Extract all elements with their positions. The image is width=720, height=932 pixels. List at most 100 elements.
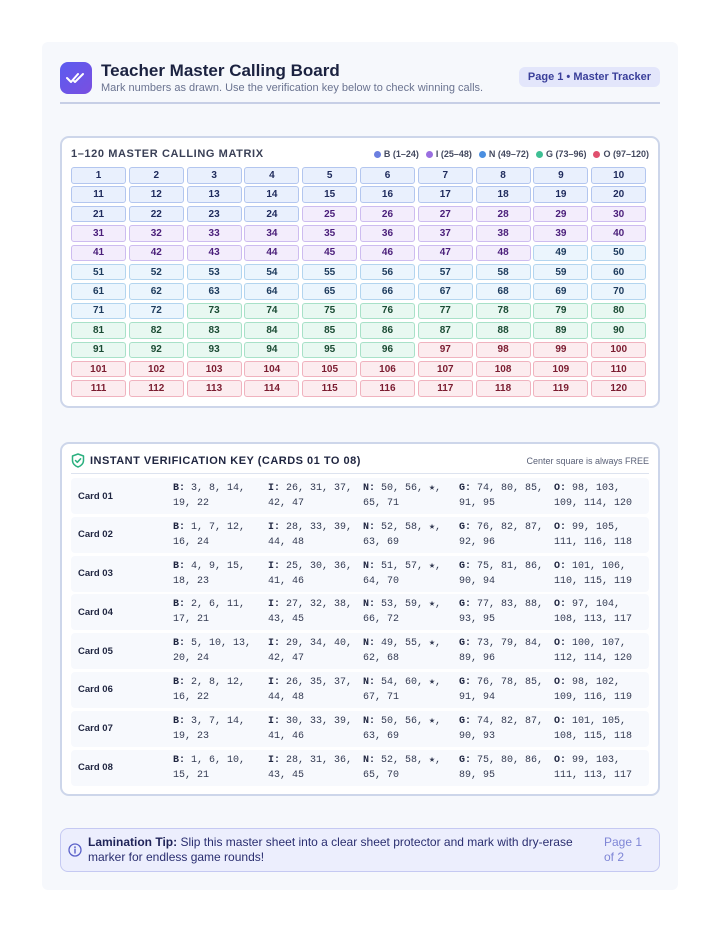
number-cell[interactable]: 99 — [533, 341, 589, 359]
number-cell[interactable]: 102 — [128, 360, 184, 378]
number-cell[interactable]: 107 — [417, 360, 473, 378]
number-cell[interactable]: 101 — [71, 360, 126, 378]
number-cell[interactable]: 8 — [475, 167, 531, 184]
number-cell[interactable]: 73 — [186, 302, 242, 320]
number-cell[interactable]: 117 — [417, 380, 473, 397]
number-cell[interactable]: 58 — [475, 263, 531, 281]
number-cell[interactable]: 96 — [359, 341, 415, 359]
number-cell[interactable]: 77 — [417, 302, 473, 320]
number-cell[interactable]: 11 — [71, 186, 126, 203]
number-cell[interactable]: 70 — [591, 283, 647, 300]
number-cell[interactable]: 5 — [302, 167, 358, 184]
number-cell[interactable]: 41 — [71, 244, 126, 262]
number-cell[interactable]: 55 — [302, 263, 358, 281]
number-cell[interactable]: 104 — [244, 360, 300, 378]
number-cell[interactable]: 37 — [417, 225, 473, 242]
number-cell[interactable]: 106 — [359, 360, 415, 378]
number-cell[interactable]: 20 — [591, 186, 647, 203]
number-cell[interactable]: 24 — [244, 205, 300, 223]
number-cell[interactable]: 14 — [244, 186, 300, 203]
number-cell[interactable]: 40 — [591, 225, 647, 242]
number-cell[interactable]: 64 — [244, 283, 300, 300]
number-cell[interactable]: 86 — [359, 322, 415, 339]
number-cell[interactable]: 56 — [359, 263, 415, 281]
number-cell[interactable]: 120 — [591, 380, 647, 397]
number-cell[interactable]: 115 — [302, 380, 358, 397]
number-cell[interactable]: 44 — [244, 244, 300, 262]
number-cell[interactable]: 47 — [417, 244, 473, 262]
number-cell[interactable]: 34 — [244, 225, 300, 242]
number-cell[interactable]: 76 — [359, 302, 415, 320]
number-cell[interactable]: 22 — [128, 205, 184, 223]
number-cell[interactable]: 63 — [186, 283, 242, 300]
number-cell[interactable]: 97 — [417, 341, 473, 359]
number-cell[interactable]: 66 — [359, 283, 415, 300]
number-cell[interactable]: 26 — [359, 205, 415, 223]
number-cell[interactable]: 82 — [128, 322, 184, 339]
number-cell[interactable]: 30 — [591, 205, 647, 223]
number-cell[interactable]: 27 — [417, 205, 473, 223]
number-cell[interactable]: 18 — [475, 186, 531, 203]
number-cell[interactable]: 114 — [244, 380, 300, 397]
number-cell[interactable]: 36 — [359, 225, 415, 242]
number-cell[interactable]: 46 — [359, 244, 415, 262]
number-cell[interactable]: 91 — [71, 341, 126, 359]
number-cell[interactable]: 74 — [244, 302, 300, 320]
number-cell[interactable]: 60 — [591, 263, 647, 281]
number-cell[interactable]: 52 — [128, 263, 184, 281]
number-cell[interactable]: 90 — [591, 322, 647, 339]
number-cell[interactable]: 85 — [302, 322, 358, 339]
number-cell[interactable]: 75 — [302, 302, 358, 320]
number-cell[interactable]: 15 — [302, 186, 358, 203]
number-cell[interactable]: 7 — [417, 167, 473, 184]
number-cell[interactable]: 78 — [475, 302, 531, 320]
number-cell[interactable]: 71 — [71, 302, 126, 320]
number-cell[interactable]: 38 — [475, 225, 531, 242]
number-cell[interactable]: 87 — [417, 322, 473, 339]
number-cell[interactable]: 92 — [128, 341, 184, 359]
number-cell[interactable]: 25 — [302, 205, 358, 223]
number-cell[interactable]: 69 — [533, 283, 589, 300]
number-cell[interactable]: 67 — [417, 283, 473, 300]
number-cell[interactable]: 45 — [302, 244, 358, 262]
number-cell[interactable]: 35 — [302, 225, 358, 242]
number-cell[interactable]: 103 — [186, 360, 242, 378]
number-cell[interactable]: 49 — [533, 244, 589, 262]
number-cell[interactable]: 88 — [475, 322, 531, 339]
number-cell[interactable]: 28 — [475, 205, 531, 223]
number-cell[interactable]: 31 — [71, 225, 126, 242]
number-cell[interactable]: 2 — [128, 167, 184, 184]
number-cell[interactable]: 83 — [186, 322, 242, 339]
number-cell[interactable]: 54 — [244, 263, 300, 281]
number-cell[interactable]: 68 — [475, 283, 531, 300]
number-cell[interactable]: 16 — [359, 186, 415, 203]
number-cell[interactable]: 59 — [533, 263, 589, 281]
number-cell[interactable]: 10 — [591, 167, 647, 184]
number-cell[interactable]: 21 — [71, 205, 126, 223]
number-cell[interactable]: 6 — [359, 167, 415, 184]
number-cell[interactable]: 110 — [591, 360, 647, 378]
number-cell[interactable]: 9 — [533, 167, 589, 184]
number-cell[interactable]: 81 — [71, 322, 126, 339]
number-cell[interactable]: 19 — [533, 186, 589, 203]
number-cell[interactable]: 93 — [186, 341, 242, 359]
number-cell[interactable]: 57 — [417, 263, 473, 281]
number-cell[interactable]: 80 — [591, 302, 647, 320]
number-cell[interactable]: 112 — [128, 380, 184, 397]
number-cell[interactable]: 65 — [302, 283, 358, 300]
number-cell[interactable]: 1 — [71, 167, 126, 184]
number-cell[interactable]: 119 — [533, 380, 589, 397]
number-cell[interactable]: 12 — [128, 186, 184, 203]
number-cell[interactable]: 72 — [128, 302, 184, 320]
number-cell[interactable]: 13 — [186, 186, 242, 203]
number-cell[interactable]: 84 — [244, 322, 300, 339]
number-cell[interactable]: 113 — [186, 380, 242, 397]
number-cell[interactable]: 29 — [533, 205, 589, 223]
number-cell[interactable]: 39 — [533, 225, 589, 242]
number-cell[interactable]: 42 — [128, 244, 184, 262]
number-cell[interactable]: 118 — [475, 380, 531, 397]
number-cell[interactable]: 3 — [186, 167, 242, 184]
number-cell[interactable]: 100 — [591, 341, 647, 359]
number-cell[interactable]: 17 — [417, 186, 473, 203]
number-cell[interactable]: 89 — [533, 322, 589, 339]
